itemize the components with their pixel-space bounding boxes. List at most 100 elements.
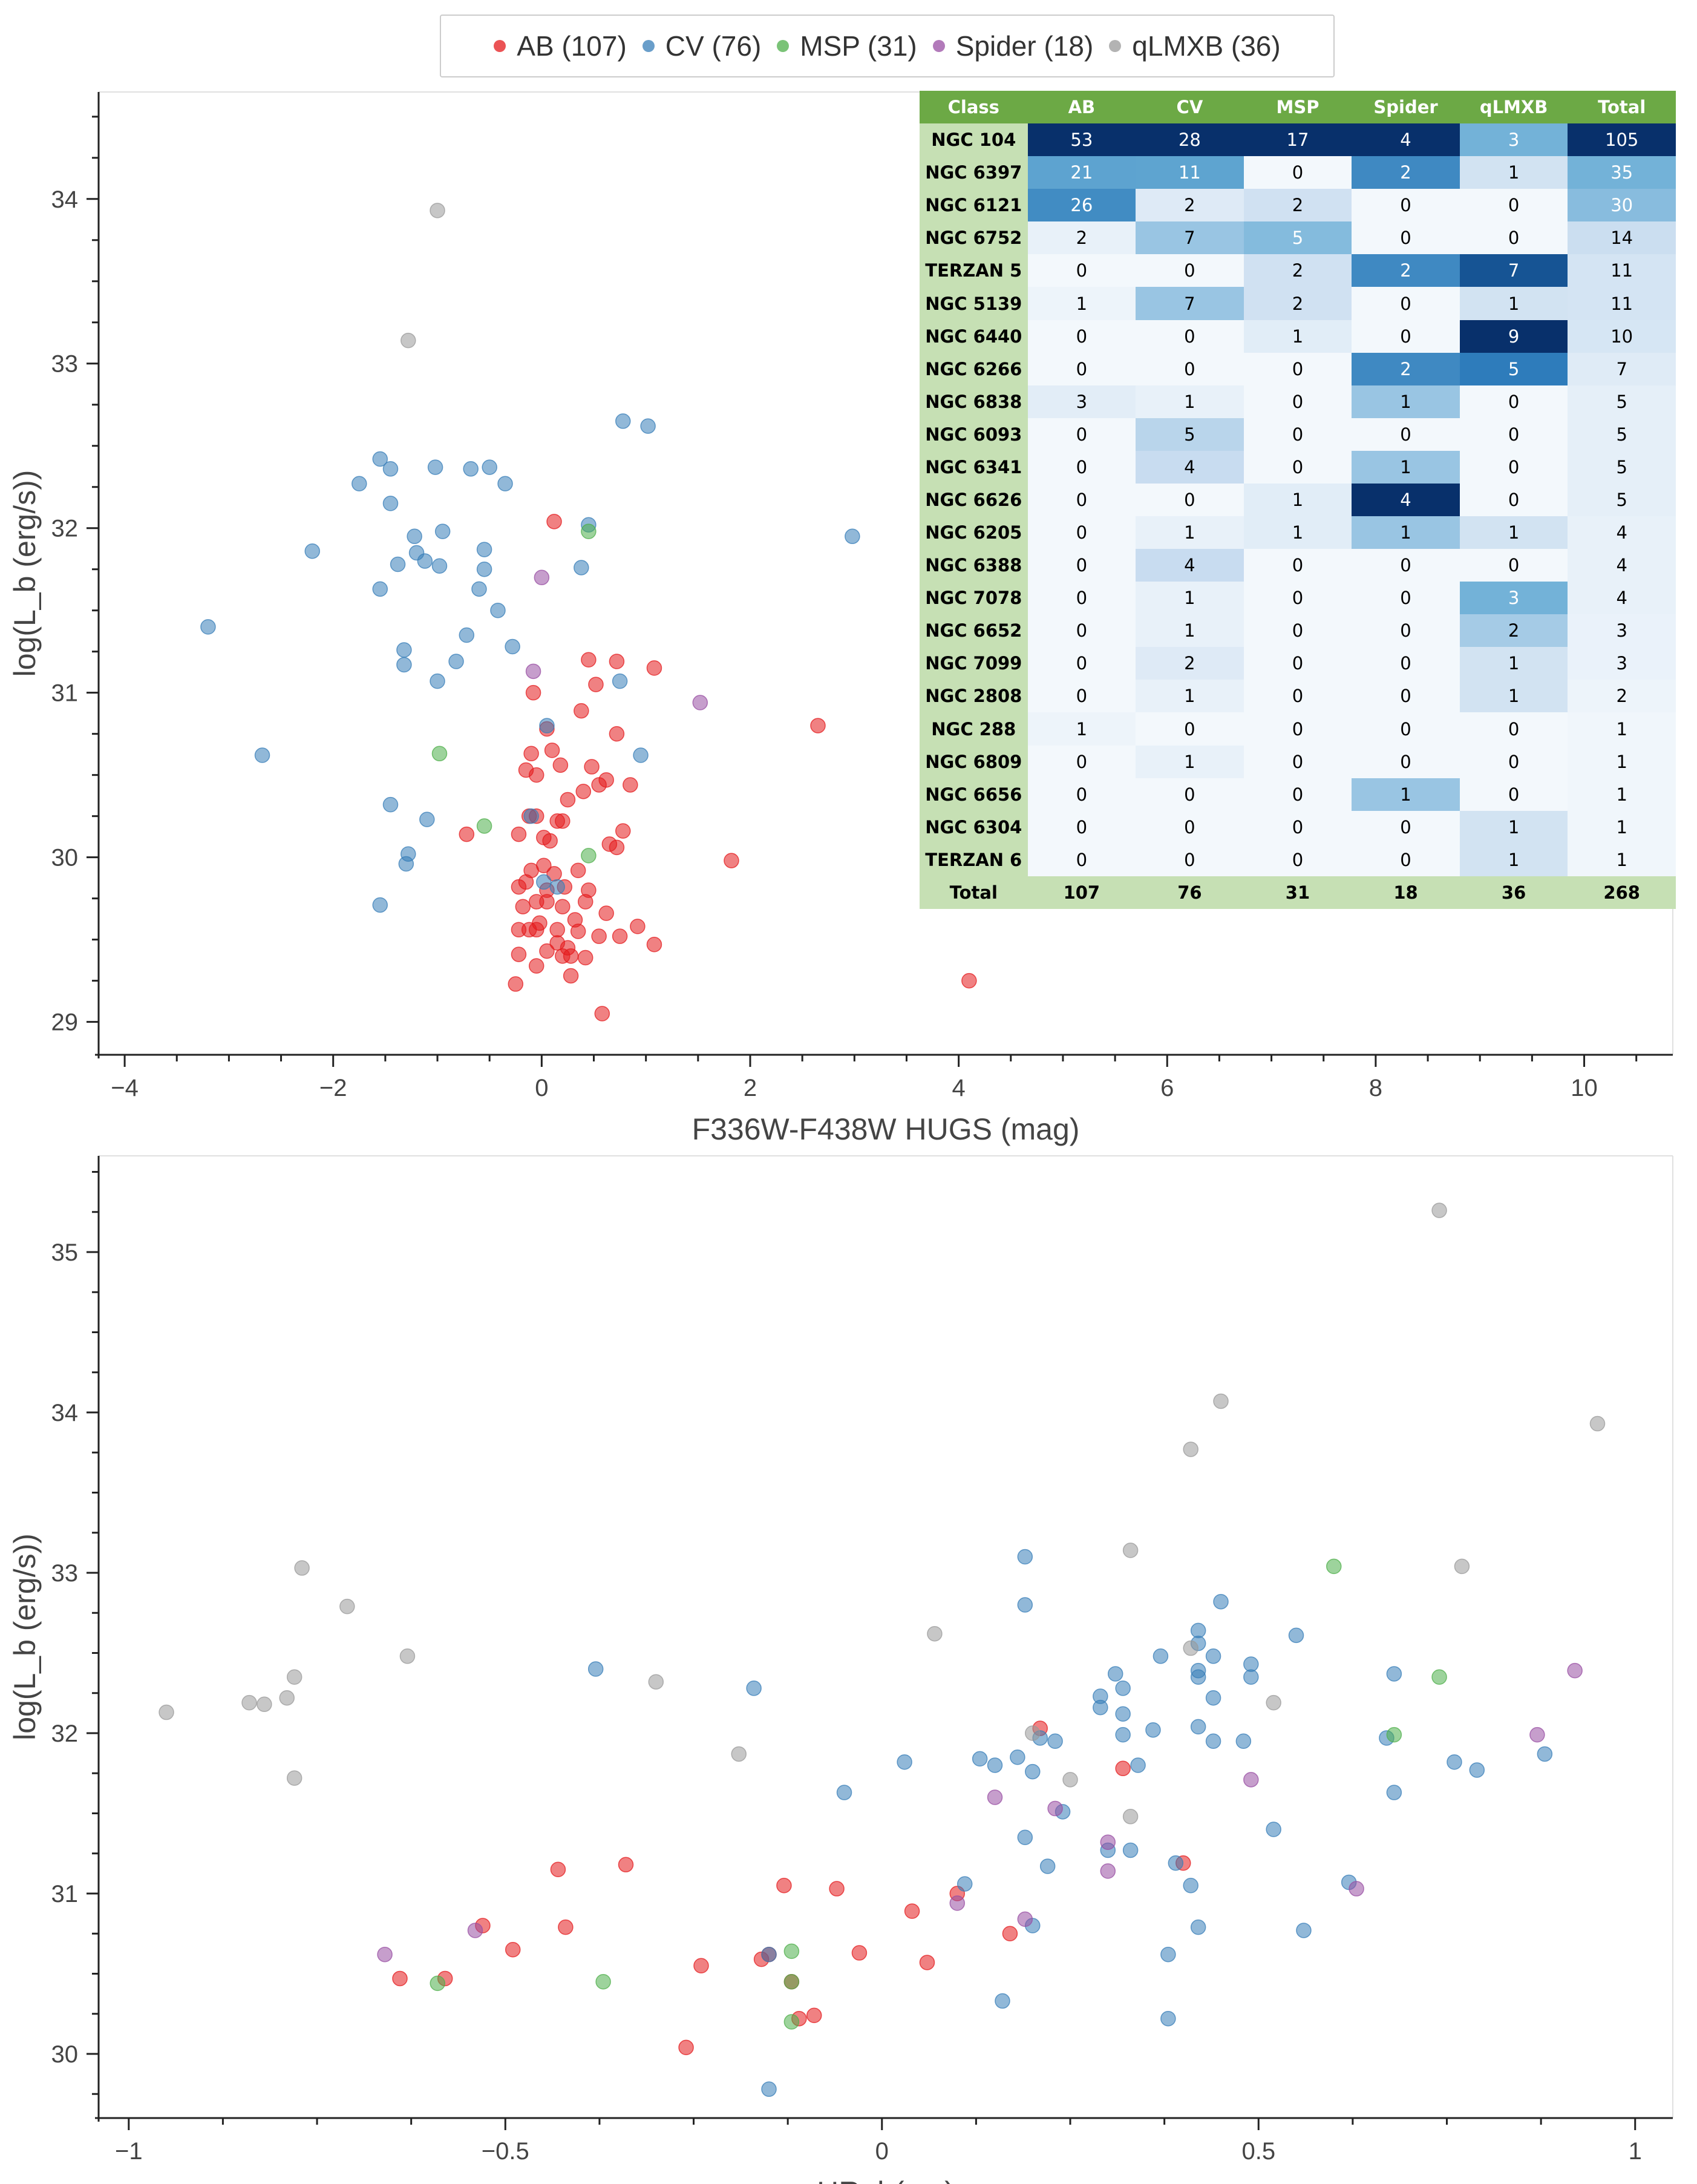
count-cell: 2 [1136,647,1244,680]
y-tick-label: 31 [51,1881,79,1907]
data-point [544,743,560,758]
data-point [1115,1681,1131,1696]
count-cell: 4 [1136,450,1244,484]
count-cell: 0 [1027,483,1136,517]
data-point [615,413,631,429]
count-cell: 0 [1027,450,1136,484]
count-cell: 4 [1352,123,1460,157]
count-cell: 1 [1568,843,1676,876]
count-cell: 4 [1352,483,1460,517]
data-point [1025,1725,1041,1741]
data-point [1454,1558,1470,1575]
data-point [987,1789,1003,1805]
data-point [1168,1855,1184,1871]
total-cell: 18 [1352,876,1460,909]
total-cell: 268 [1568,876,1676,909]
table-row: NGC 7078 0 1 0 0 3 4 [920,582,1676,615]
count-cell: 0 [1243,712,1352,746]
data-point [390,556,406,572]
count-cell: 5 [1136,418,1244,451]
count-cell: 21 [1027,156,1136,189]
legend-label: AB (107) [517,30,627,62]
legend-label: Spider (18) [955,30,1094,62]
count-cell: 2 [1243,287,1352,320]
cluster-name: NGC 6440 [920,320,1028,353]
data-point [724,853,739,868]
data-point [351,476,367,492]
data-point [1160,1946,1176,1963]
data-point [476,561,492,577]
count-cell: 0 [1352,549,1460,582]
cluster-name: NGC 6121 [920,189,1028,222]
count-cell: 1 [1459,647,1568,680]
data-point [1039,1858,1056,1874]
count-cell: 0 [1459,385,1568,418]
table-header-row: Class AB CV MSP Spider qLMXB Total [920,91,1676,124]
x-tick-label: 4 [952,1075,965,1101]
data-point [555,813,571,829]
data-point [591,777,607,793]
count-cell: 0 [1243,614,1352,648]
table-row: NGC 6121 26 2 2 0 0 30 [920,189,1676,222]
table-header-cell: CV [1136,91,1244,124]
data-point [836,1785,852,1800]
count-cell: 2 [1243,189,1352,222]
data-point [372,897,388,913]
series-qlmxb [401,203,445,349]
count-cell: 1 [1136,385,1244,418]
count-cell: 0 [1027,549,1136,582]
total-cell: 31 [1243,876,1352,909]
table-row: NGC 2808 0 1 0 0 1 2 [920,680,1676,713]
count-cell: 0 [1027,582,1136,615]
data-point [1431,1669,1447,1685]
data-point [1243,1772,1259,1788]
count-cell: 0 [1027,418,1136,451]
count-cell: 0 [1352,810,1460,844]
data-point [761,2081,777,2097]
table-header-cell: MSP [1243,91,1352,124]
count-cell: 1 [1136,516,1244,549]
count-cell: 0 [1243,352,1352,385]
table-header-cell: Spider [1352,91,1460,124]
total-cell: 76 [1136,876,1244,909]
data-point [618,1857,634,1873]
data-point [1190,1622,1206,1639]
data-point [591,928,607,944]
y-tick-label: 32 [51,516,79,542]
legend-item: qLMXB (36) [1109,30,1281,62]
cluster-name: NGC 6652 [920,614,1028,648]
count-cell: 1 [1243,516,1352,549]
y-axis-label: log(L_b (erg/s)) [8,470,42,677]
data-point [459,627,475,643]
x-tick-label: 0 [535,1075,548,1101]
data-point [987,1757,1003,1773]
cluster-name: NGC 6626 [920,483,1028,517]
y-tick-label: 34 [51,186,79,213]
data-point [956,1876,973,1892]
cluster-name: TERZAN 6 [920,843,1028,876]
count-cell: 0 [1243,156,1352,189]
series-spider [377,1662,1583,1963]
data-point [515,899,531,914]
count-cell: 0 [1243,549,1352,582]
data-point [1153,1648,1169,1664]
legend-item: AB (107) [494,30,627,62]
data-point [612,928,628,944]
series-msp [430,1558,1447,2030]
data-point [392,1970,408,1987]
cluster-name: NGC 6093 [920,418,1028,451]
data-point [919,1955,935,1970]
series-ab [459,514,977,1021]
count-cell: 1 [1568,712,1676,746]
table-row: NGC 6205 0 1 1 1 1 4 [920,516,1676,549]
table-header-cell: qLMXB [1459,91,1568,124]
data-point [581,848,597,864]
cluster-name: NGC 7099 [920,647,1028,680]
cluster-name: NGC 5139 [920,287,1028,320]
data-point [372,451,388,467]
cluster-name: NGC 6388 [920,549,1028,582]
x-tick-label: 2 [744,1075,757,1101]
y-tick-label: 35 [51,1239,79,1266]
data-point [511,826,527,842]
